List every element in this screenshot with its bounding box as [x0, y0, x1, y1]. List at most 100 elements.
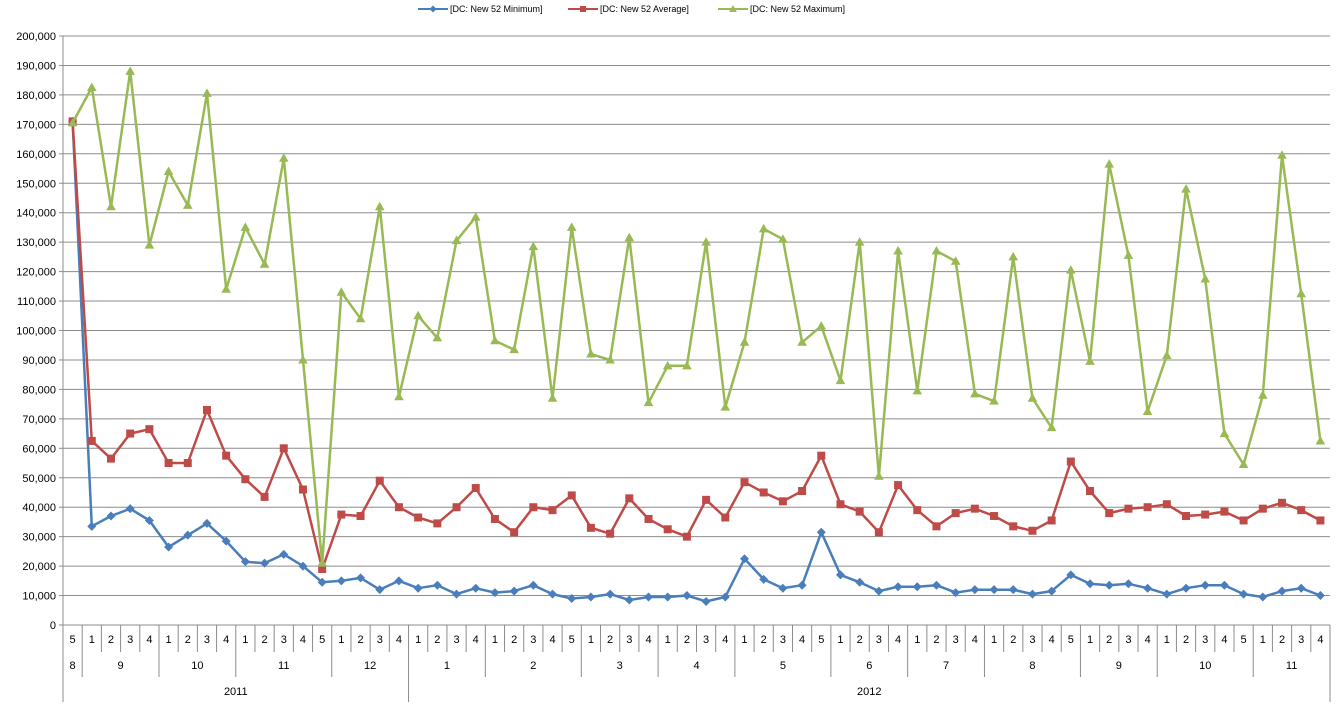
data-point — [1008, 585, 1018, 595]
y-tick-label: 30,000 — [22, 532, 56, 544]
data-point — [1296, 288, 1307, 298]
data-point — [164, 459, 173, 468]
week-label: 2 — [185, 634, 191, 646]
data-point — [1066, 457, 1075, 466]
week-label: 4 — [300, 634, 306, 646]
data-point — [816, 527, 826, 537]
week-label: 4 — [722, 634, 728, 646]
data-point — [951, 509, 960, 518]
data-point — [989, 396, 999, 405]
week-label: 3 — [1125, 634, 1131, 646]
y-tick-label: 140,000 — [16, 208, 56, 220]
data-point — [625, 494, 634, 503]
week-label: 2 — [262, 634, 268, 646]
legend-label: [DC: New 52 Maximum] — [750, 4, 845, 14]
data-point — [720, 592, 730, 602]
data-point — [1162, 350, 1172, 360]
series-line — [71, 121, 1321, 603]
series-line — [71, 121, 1321, 571]
data-point — [86, 82, 97, 92]
legend-marker — [729, 5, 737, 12]
data-point — [240, 222, 251, 231]
data-point — [394, 576, 404, 586]
month-label: 8 — [70, 660, 76, 672]
data-point — [374, 201, 385, 211]
week-label: 1 — [415, 634, 421, 646]
data-point — [855, 577, 865, 587]
week-label: 4 — [799, 634, 805, 646]
week-label: 1 — [1164, 634, 1170, 646]
week-label: 3 — [1298, 634, 1304, 646]
data-point — [835, 375, 846, 385]
data-point — [548, 589, 558, 599]
data-point — [893, 582, 903, 592]
week-label: 4 — [396, 634, 402, 646]
data-point — [778, 583, 788, 593]
data-point — [644, 592, 654, 602]
y-tick-label: 70,000 — [22, 414, 56, 426]
data-point — [317, 558, 327, 567]
data-point — [874, 586, 884, 596]
week-label: 4 — [1049, 634, 1055, 646]
y-tick-label: 200,000 — [16, 31, 56, 43]
week-label: 5 — [1068, 634, 1074, 646]
legend: [DC: New 52 Minimum] [DC: New 52 Average]… — [418, 4, 845, 14]
data-point — [144, 240, 155, 249]
week-label: 2 — [933, 634, 939, 646]
y-tick-label: 170,000 — [16, 119, 56, 131]
y-tick-label: 60,000 — [22, 443, 56, 455]
data-point — [605, 354, 615, 364]
data-point — [202, 88, 212, 97]
week-label: 3 — [1202, 634, 1208, 646]
week-label: 4 — [972, 634, 978, 646]
y-tick-label: 80,000 — [22, 384, 56, 396]
data-point — [1220, 507, 1229, 516]
week-label: 3 — [876, 634, 882, 646]
data-point — [1066, 570, 1076, 580]
week-label: 3 — [780, 634, 786, 646]
week-label: 1 — [914, 634, 920, 646]
data-point — [797, 337, 807, 346]
series-lines — [67, 66, 1326, 606]
data-point — [241, 475, 250, 484]
week-label: 2 — [1010, 634, 1016, 646]
y-tick-label: 0 — [50, 620, 56, 632]
data-point — [855, 507, 864, 516]
week-label: 4 — [1221, 634, 1227, 646]
data-point — [279, 549, 289, 559]
month-label: 2 — [530, 660, 536, 672]
y-tick-label: 150,000 — [16, 178, 56, 190]
data-point — [1239, 589, 1249, 599]
week-label: 4 — [1317, 634, 1323, 646]
data-point — [106, 201, 116, 211]
data-point — [1219, 428, 1230, 438]
data-point — [145, 425, 154, 434]
data-point — [1296, 583, 1306, 593]
data-point — [662, 360, 673, 370]
y-tick-label: 90,000 — [22, 355, 56, 367]
data-point — [624, 595, 634, 605]
data-point — [298, 561, 308, 571]
week-label: 1 — [665, 634, 671, 646]
data-point — [912, 385, 923, 395]
y-tick-label: 10,000 — [22, 591, 56, 603]
data-point — [1066, 265, 1076, 274]
y-tick-label: 20,000 — [22, 561, 56, 573]
data-point — [663, 592, 673, 602]
month-label: 12 — [364, 660, 376, 672]
data-point — [202, 406, 211, 415]
data-point — [1027, 589, 1037, 599]
week-label: 3 — [204, 634, 210, 646]
data-point — [413, 310, 423, 320]
gridlines — [63, 35, 1330, 597]
week-label: 3 — [453, 634, 459, 646]
week-label: 1 — [492, 634, 498, 646]
data-point — [643, 397, 654, 407]
week-label: 3 — [281, 634, 287, 646]
data-point — [528, 241, 539, 251]
data-point — [394, 503, 403, 512]
data-point — [950, 256, 961, 265]
data-point — [509, 344, 519, 354]
data-point — [1297, 506, 1306, 515]
data-point — [798, 487, 807, 496]
